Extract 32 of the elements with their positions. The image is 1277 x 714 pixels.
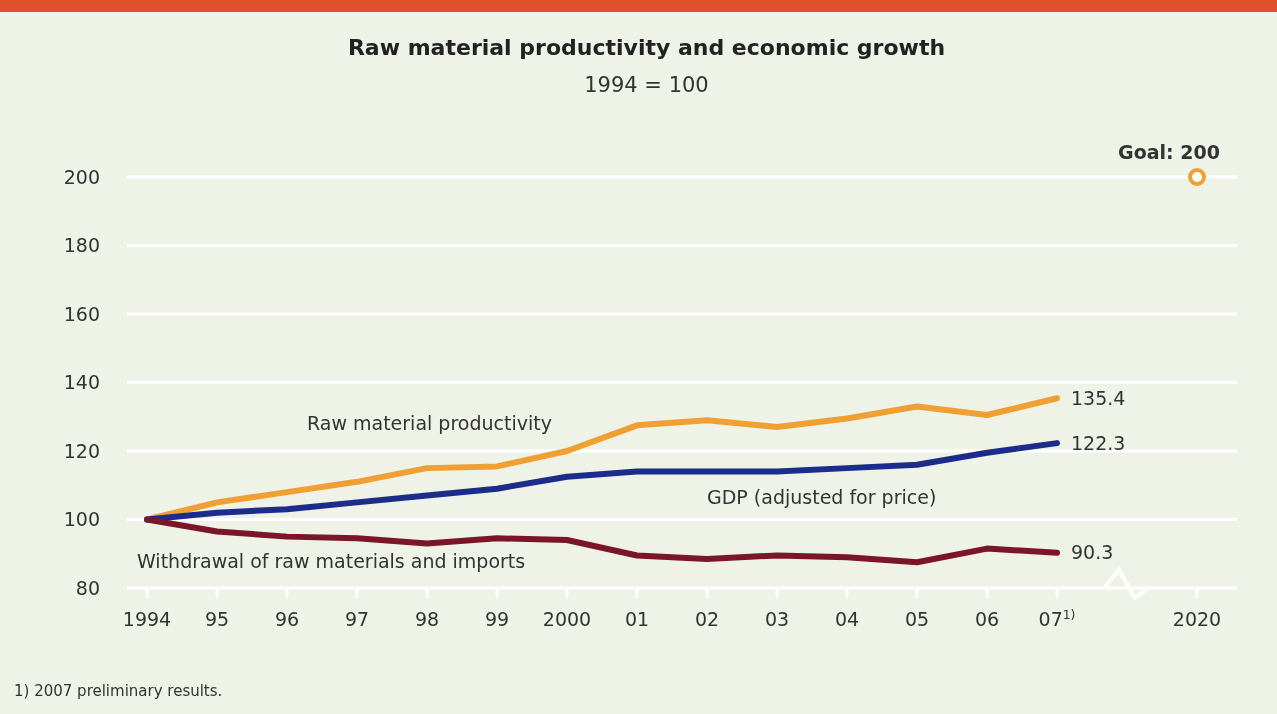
chart-subtitle: 1994 = 100 bbox=[584, 73, 709, 97]
y-tick-label: 120 bbox=[63, 439, 100, 462]
x-tick-label: 95 bbox=[204, 608, 230, 630]
x-tick-label: 2020 bbox=[1172, 608, 1222, 630]
data-label: 135.4 bbox=[1071, 386, 1126, 409]
series-label: Raw material productivity bbox=[307, 412, 552, 435]
x-tick-label: 98 bbox=[414, 608, 440, 630]
x-tick-label: 04 bbox=[834, 608, 860, 630]
x-tick-label: 1994 bbox=[122, 608, 172, 630]
x-tick-label: 06 bbox=[974, 608, 1000, 630]
y-tick-label: 80 bbox=[75, 576, 100, 599]
y-tick-label: 160 bbox=[63, 302, 100, 325]
data-label: 122.3 bbox=[1071, 431, 1126, 454]
text: 1) 2007 preliminary results. bbox=[14, 682, 223, 700]
y-tick-label: 180 bbox=[63, 234, 100, 257]
x-tick-label: 2000 bbox=[542, 608, 592, 630]
series-label: Withdrawal of raw materials and imports bbox=[137, 549, 526, 572]
x-tick-label: 01 bbox=[624, 608, 650, 630]
x-tick-label: 07$^{1)}$ bbox=[1038, 608, 1076, 630]
series-label: GDP (adjusted for price) bbox=[707, 486, 937, 509]
x-tick-label: 02 bbox=[694, 608, 720, 630]
y-tick-label: 100 bbox=[63, 508, 100, 531]
y-tick-label: 140 bbox=[63, 371, 100, 394]
x-tick-label: 96 bbox=[274, 608, 300, 630]
chart-title: Raw material productivity and economic growth bbox=[347, 35, 946, 60]
x-tick-label: 05 bbox=[904, 608, 930, 630]
x-tick-label: 99 bbox=[484, 608, 510, 630]
x-tick-label: 03 bbox=[764, 608, 790, 630]
data-label: 90.3 bbox=[1071, 541, 1114, 564]
y-tick-label: 200 bbox=[63, 165, 100, 188]
annotation: Goal: 200 bbox=[1118, 141, 1220, 163]
x-tick-label: 97 bbox=[344, 608, 370, 630]
